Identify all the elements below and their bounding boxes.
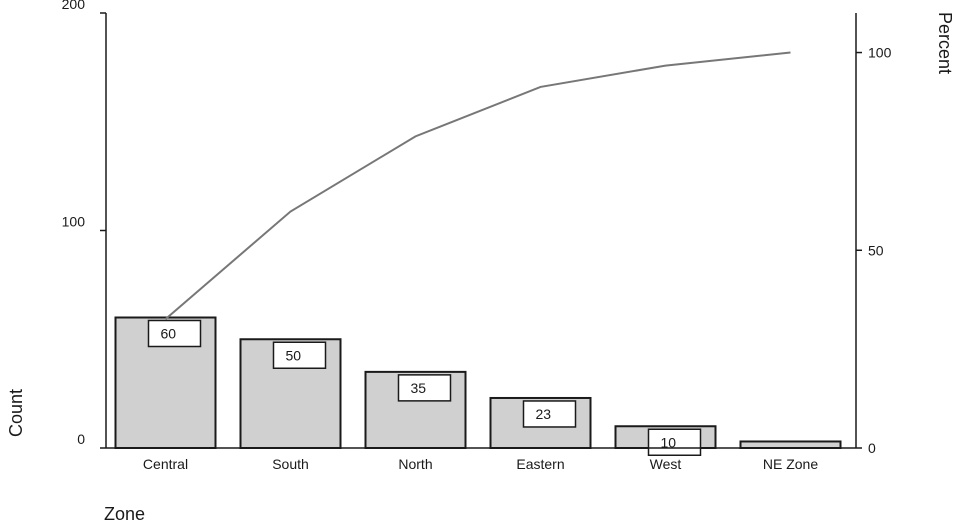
y-tick-label: 100 (62, 214, 86, 230)
data-label-box (647, 428, 702, 456)
cumulative-percent-line (164, 51, 791, 320)
cumulative-line-layer (164, 51, 791, 320)
data-label-box (397, 374, 452, 402)
y-tick-label: 200 (62, 0, 86, 12)
y2-tick-label: 0 (868, 440, 876, 456)
x-tick-label: South (272, 456, 309, 472)
x-tick-label: West (650, 456, 682, 472)
y2-tick-label: 100 (868, 45, 892, 61)
data-label: 10 (661, 434, 677, 450)
x-axis-title: Zone (104, 504, 145, 524)
data-label: 23 (536, 406, 552, 422)
x-tick-label: NE Zone (763, 456, 818, 472)
bars-layer (114, 316, 842, 450)
data-label-box (147, 319, 202, 348)
y-axis-title: Count (6, 389, 26, 437)
data-label-box (522, 400, 577, 428)
data-label: 60 (161, 326, 177, 342)
data-label-box (272, 341, 327, 369)
x-tick-label: North (398, 456, 432, 472)
data-labels-layer: 60 50 35 23 10 (147, 319, 702, 456)
data-label: 35 (411, 380, 427, 396)
axes-layer: Central South North Eastern West NE Zone01002… (62, 0, 892, 472)
data-label: 50 (286, 347, 302, 363)
bar-ne-zone (739, 440, 842, 450)
y-tick-label: 0 (77, 431, 85, 447)
y2-axis-title: Percent (935, 12, 955, 74)
x-tick-label: Eastern (516, 456, 564, 472)
x-tick-label: Central (143, 456, 188, 472)
y2-tick-label: 50 (868, 242, 884, 258)
